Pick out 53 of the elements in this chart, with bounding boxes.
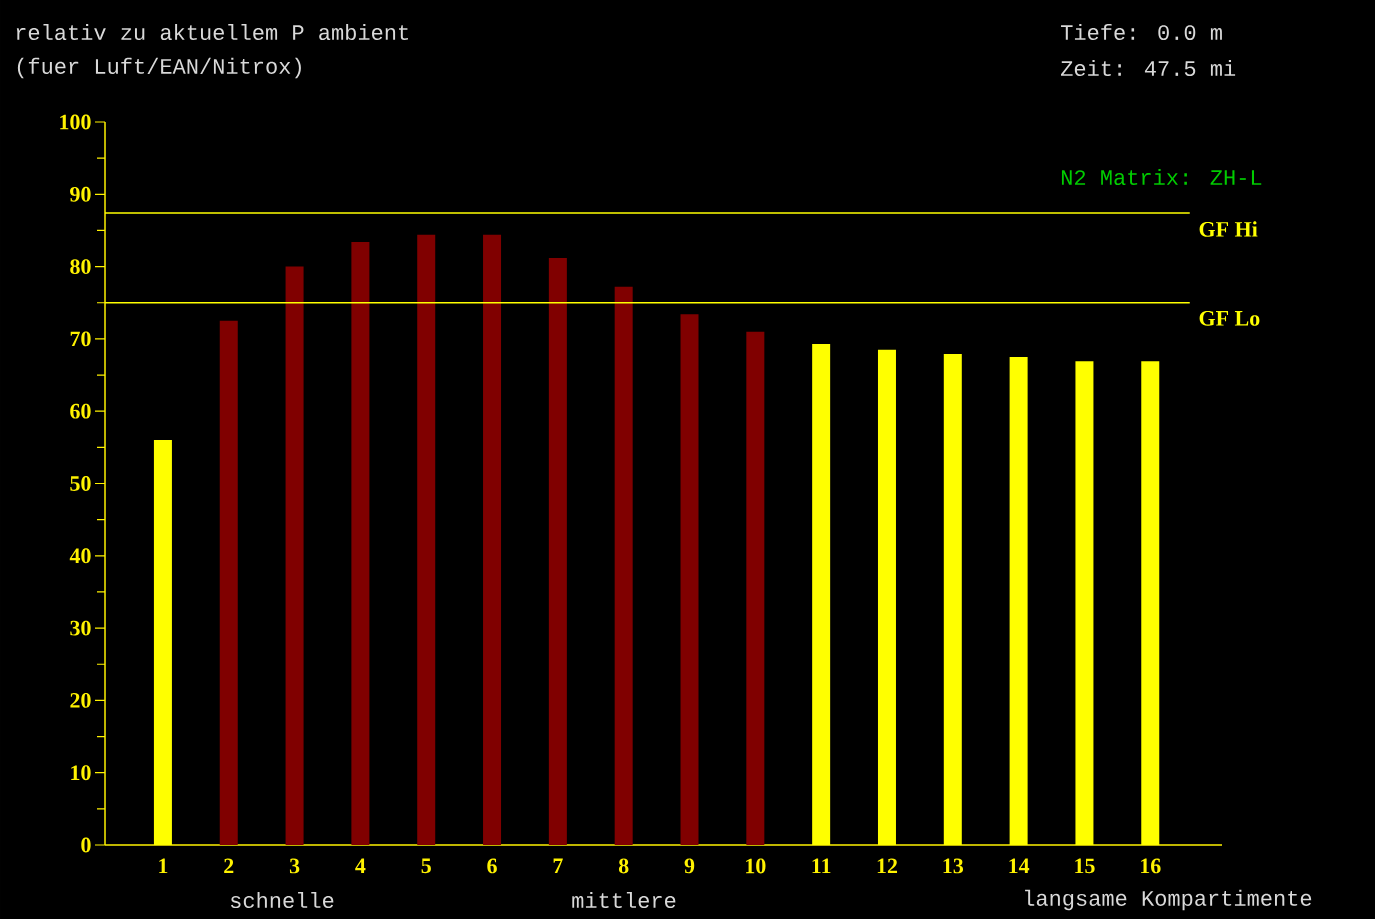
bar [219, 320, 238, 845]
y-tick-label: 20 [70, 692, 91, 708]
ref-line-label: GF Lo [1199, 310, 1260, 326]
text: Tiefe: 0.0 m [1061, 23, 1222, 41]
x-tick-label: 2 [224, 858, 234, 874]
bar [1075, 361, 1094, 845]
x-tick-label: 16 [1141, 858, 1161, 874]
y-tick-label: 70 [70, 331, 91, 347]
y-tick-label: 40 [69, 548, 91, 564]
y-tick-label: 100 [60, 114, 91, 130]
text: langsame Kompartimente [1025, 889, 1312, 911]
x-tick-label: 8 [618, 858, 629, 874]
bar [812, 343, 831, 845]
x-tick-label: 4 [355, 858, 366, 874]
x-tick-label: 7 [553, 858, 563, 873]
text: mittlere [572, 891, 676, 909]
chart-title: relativ zu aktuellem P ambient [16, 23, 408, 41]
y-tick-label: 0 [81, 837, 91, 853]
bar [877, 349, 896, 845]
bar [548, 257, 567, 845]
bar [614, 286, 633, 845]
x-tick-label: 3 [289, 858, 300, 874]
bar [351, 242, 370, 845]
bar [285, 266, 304, 845]
bar [483, 234, 502, 845]
y-tick-label: 90 [70, 186, 91, 202]
annotation: N2 Matrix: ZH-L [1061, 168, 1262, 186]
y-tick-label: 80 [70, 259, 91, 275]
y-tick-label: 60 [70, 403, 91, 419]
y-tick-label: 30 [70, 620, 91, 636]
bar [153, 440, 172, 845]
bar [680, 314, 699, 845]
bar [943, 354, 962, 845]
ref-line-label: GF Hi [1199, 221, 1258, 237]
x-tick-label: 1 [159, 858, 168, 874]
bar [1141, 361, 1160, 845]
text: Zeit: 47.5 mi [1061, 59, 1236, 77]
bar [746, 331, 765, 845]
x-tick-label: 9 [684, 858, 695, 874]
y-tick-label: 50 [70, 476, 91, 491]
x-tick-label: 14 [1009, 858, 1030, 874]
text: schnelle [230, 891, 334, 909]
x-tick-label: 5 [421, 858, 431, 874]
x-tick-label: 10 [746, 858, 766, 874]
x-tick-label: 13 [943, 858, 964, 874]
bar [417, 234, 436, 845]
chart-subtitle: (fuer Luft/EAN/Nitrox) [17, 57, 301, 79]
x-tick-label: 11 [812, 858, 831, 874]
x-tick-label: 6 [487, 858, 497, 874]
bar [1009, 356, 1028, 845]
x-tick-label: 15 [1075, 858, 1095, 874]
y-tick-label: 10 [71, 765, 91, 781]
x-tick-label: 12 [877, 858, 898, 874]
